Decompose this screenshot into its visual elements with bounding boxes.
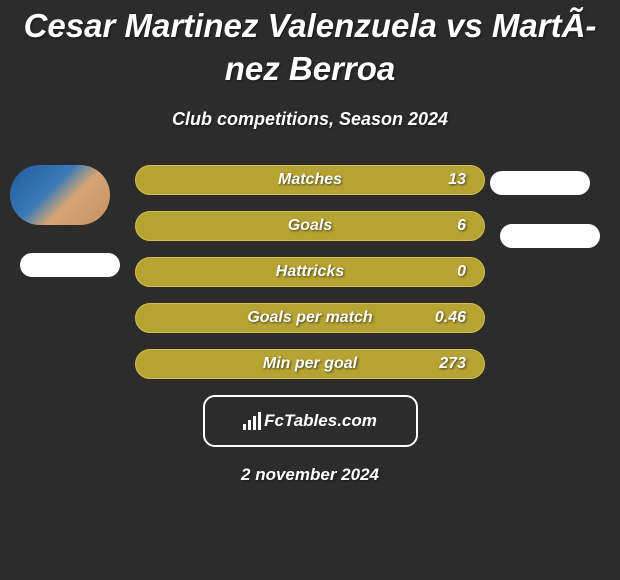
- branding-text: FcTables.com: [264, 411, 377, 431]
- stat-label: Matches: [278, 171, 342, 189]
- comparison-content: Matches 13 Goals 6 Hattricks 0 Goals per…: [0, 165, 620, 485]
- stat-label: Min per goal: [263, 355, 357, 373]
- chart-icon: [243, 412, 261, 430]
- branding-box: FcTables.com: [203, 395, 418, 447]
- stat-bar-hattricks: Hattricks 0: [135, 257, 485, 287]
- stat-value: 273: [439, 355, 466, 373]
- page-title: Cesar Martinez Valenzuela vs MartÃ­nez B…: [0, 0, 620, 91]
- player-placeholder-right-2: [500, 224, 600, 248]
- player-placeholder-right-1: [490, 171, 590, 195]
- stat-label: Goals per match: [247, 309, 372, 327]
- player-placeholder-left: [20, 253, 120, 277]
- footer-date: 2 november 2024: [0, 465, 620, 485]
- stat-value: 0: [457, 263, 466, 281]
- stat-label: Hattricks: [276, 263, 344, 281]
- player-photo-left: [10, 165, 110, 225]
- stat-value: 6: [457, 217, 466, 235]
- stat-bar-goals-per-match: Goals per match 0.46: [135, 303, 485, 333]
- stat-value: 0.46: [435, 309, 466, 327]
- stat-bar-min-per-goal: Min per goal 273: [135, 349, 485, 379]
- stat-bar-matches: Matches 13: [135, 165, 485, 195]
- stats-container: Matches 13 Goals 6 Hattricks 0 Goals per…: [135, 165, 485, 379]
- stat-label: Goals: [288, 217, 332, 235]
- stat-value: 13: [448, 171, 466, 189]
- subtitle: Club competitions, Season 2024: [0, 109, 620, 130]
- stat-bar-goals: Goals 6: [135, 211, 485, 241]
